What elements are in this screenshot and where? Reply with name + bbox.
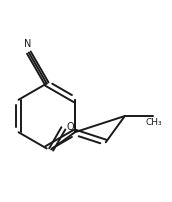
Text: O: O bbox=[67, 122, 74, 132]
Text: CH₃: CH₃ bbox=[145, 118, 162, 127]
Text: N: N bbox=[24, 39, 31, 49]
